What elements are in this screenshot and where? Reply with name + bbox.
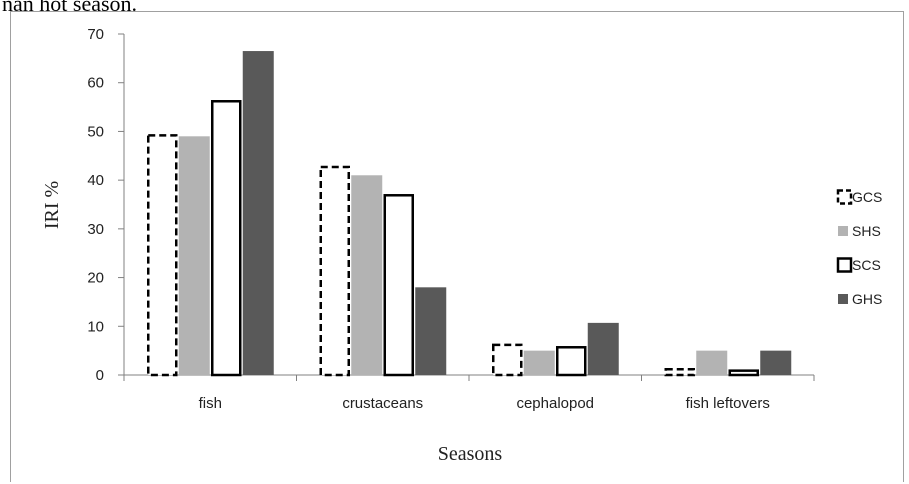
y-tick-label: 30: [87, 221, 104, 238]
bar-ghs: [415, 287, 447, 375]
x-tick-label: fish: [199, 395, 222, 412]
caption-fragment: nan hot season.: [2, 0, 138, 16]
bar-ghs: [587, 322, 619, 375]
y-tick-label: 0: [96, 367, 104, 384]
bars: [147, 51, 792, 377]
legend-swatch-ghs: [838, 294, 848, 304]
labels: 0 10 20 30 40 50 60 70 fish crustaceans cephalopod…: [87, 26, 770, 412]
legend-swatch-gcs: [836, 189, 853, 205]
legend-label-ghs: GHS: [852, 291, 882, 307]
bar-scs: [728, 369, 759, 377]
bar-shs: [178, 136, 210, 375]
legend-label-shs: SHS: [852, 223, 881, 239]
y-tick-label: 20: [87, 270, 104, 287]
y-tick-label: 70: [87, 26, 104, 43]
bar-shs: [351, 175, 383, 375]
x-tick-label: fish leftovers: [686, 395, 770, 412]
legend-swatch-shs: [838, 226, 848, 236]
bar-ghs: [760, 350, 792, 375]
x-axis-title: Seasons: [438, 443, 503, 465]
bar-scs: [383, 194, 414, 377]
legend: GCS SHS SCS GHS: [836, 189, 882, 307]
bar-gcs: [147, 134, 178, 377]
bar-shs: [696, 350, 728, 375]
chart-frame: [10, 11, 904, 482]
y-axis-title: IRI %: [41, 181, 63, 229]
bar-shs: [523, 350, 555, 375]
legend-label-gcs: GCS: [852, 189, 882, 205]
legend-swatch-scs: [836, 257, 853, 273]
x-tick-label: cephalopod: [516, 395, 594, 412]
y-tick-label: 40: [87, 172, 104, 189]
bar-ghs: [242, 51, 274, 376]
y-tick-label: 50: [87, 123, 104, 140]
y-tick-label: 60: [87, 75, 104, 92]
legend-label-scs: SCS: [852, 257, 881, 273]
bar-gcs: [664, 367, 695, 377]
y-tick-label: 10: [87, 318, 104, 335]
bar-gcs: [492, 343, 523, 377]
x-tick-label: crustaceans: [342, 395, 423, 412]
bar-scs: [556, 346, 587, 377]
bar-scs: [211, 100, 242, 377]
bar-gcs: [319, 165, 350, 377]
